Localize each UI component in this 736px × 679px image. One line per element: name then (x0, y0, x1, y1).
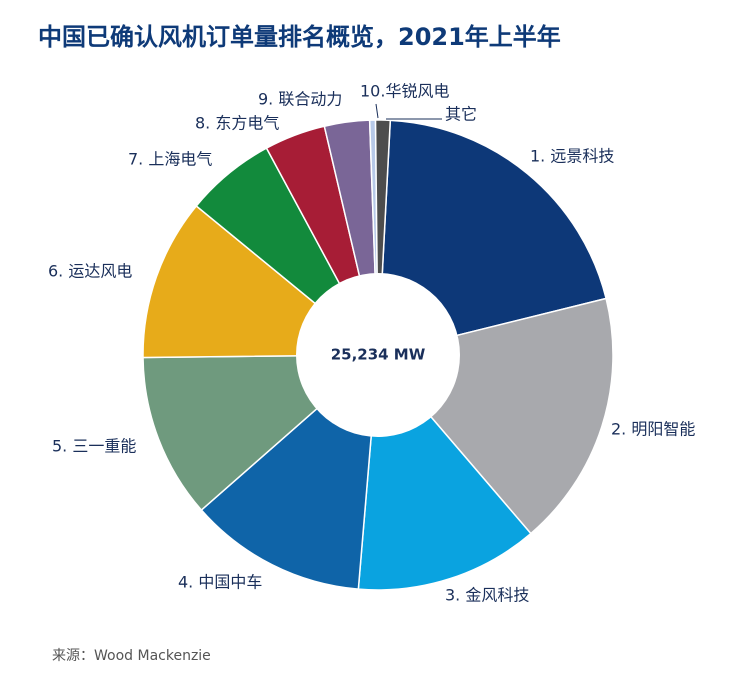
slice-label: 8. 东方电气 (195, 114, 279, 133)
slice-label: 3. 金风科技 (445, 586, 529, 605)
slice-label: 7. 上海电气 (128, 150, 212, 169)
slice-label: 10.华锐风电 (360, 82, 449, 101)
source: 来源：Wood Mackenzie (52, 648, 211, 664)
center-label: 25,234 MW (331, 346, 426, 364)
slice-label: 9. 联合动力 (258, 90, 342, 109)
chart-title: 中国已确认风机订单量排名概览，2021年上半年 (38, 23, 561, 51)
slice-label: 其它 (445, 105, 477, 124)
donut (142, 119, 614, 591)
donut-hole (296, 273, 460, 437)
slice-label: 6. 运达风电 (48, 262, 132, 281)
slice-label: 5. 三一重能 (52, 437, 136, 456)
slice-label: 4. 中国中车 (178, 573, 262, 592)
slice-label: 2. 明阳智能 (611, 420, 695, 439)
leader-line (375, 103, 379, 119)
slice-label: 1. 远景科技 (530, 147, 614, 166)
